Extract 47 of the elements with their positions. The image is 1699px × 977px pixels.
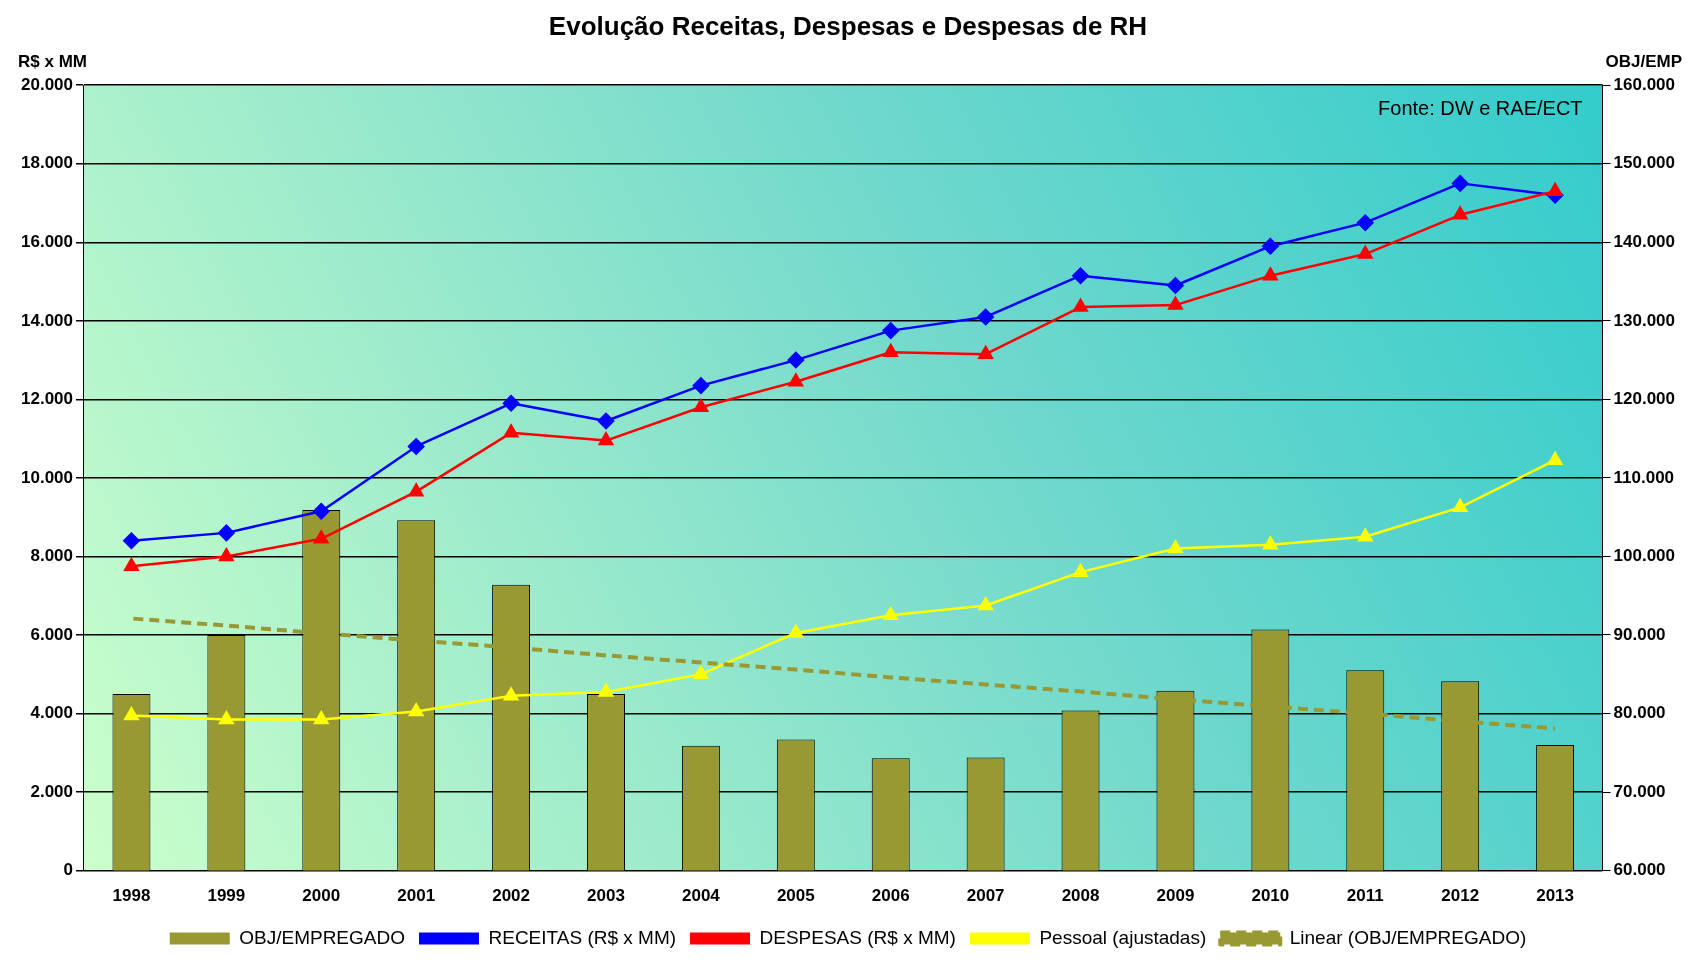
y2-tick-label: 150.000 [1613, 153, 1675, 173]
y-tick-label: 16.000 [21, 231, 73, 251]
y-tick-label: 6.000 [30, 624, 73, 644]
y-tick-label: 14.000 [21, 310, 73, 330]
x-tick-label: 2004 [681, 886, 721, 906]
x-tick-label: 2010 [1251, 886, 1290, 906]
y2-tick-label: 140.000 [1613, 231, 1675, 251]
x-tick-label: 2009 [1156, 886, 1195, 906]
legend-label: Linear (OBJ/EMPREGADO) [1289, 926, 1527, 948]
y2-tick-label: 80.000 [1613, 703, 1666, 723]
legend-label: DESPESAS (R$ x MM) [759, 926, 956, 948]
y2-axis-title: OBJ/EMP [1605, 52, 1682, 72]
y-tick-label: 0 [63, 860, 73, 880]
y2-tick-label: 60.000 [1613, 860, 1666, 880]
x-tick-label: 2012 [1441, 886, 1480, 906]
legend-label: OBJ/EMPREGADO [239, 926, 405, 948]
x-tick-label: 2001 [397, 886, 436, 906]
y-tick-label: 20.000 [21, 74, 73, 94]
y-tick-label: 2.000 [30, 781, 73, 801]
x-tick-label: 2000 [302, 886, 341, 906]
x-tick-label: 2005 [776, 886, 815, 906]
x-tick-label: 2011 [1346, 886, 1384, 906]
y2-tick-label: 100.000 [1613, 546, 1675, 566]
x-tick-label: 2008 [1061, 886, 1100, 906]
y-axis-title: R$ x MM [18, 52, 87, 72]
x-tick-label: 2007 [966, 886, 1005, 906]
legend-label: RECEITAS (R$ x MM) [488, 926, 677, 948]
y-tick-label: 18.000 [21, 153, 73, 173]
chart-title: Evolução Receitas, Despesas e Despesas de RH [548, 10, 1148, 41]
y-tick-label: 4.000 [30, 703, 73, 723]
x-tick-label: 2003 [587, 886, 625, 906]
annotation: Fonte: DW e RAE/ECT [1378, 96, 1583, 119]
y2-tick-label: 120.000 [1613, 389, 1675, 409]
legend-label: Pessoal (ajustadas) [1039, 926, 1207, 948]
x-tick-label: 2006 [871, 886, 910, 906]
y-tick-label: 10.000 [21, 467, 73, 487]
y2-tick-label: 90.000 [1613, 624, 1666, 644]
y-tick-label: 8.000 [30, 546, 73, 566]
x-tick-label: 2002 [492, 886, 530, 906]
x-tick-label: 1999 [207, 886, 246, 906]
y2-tick-label: 160.000 [1613, 74, 1675, 94]
y2-tick-label: 130.000 [1613, 310, 1675, 330]
y2-tick-label: 110.000 [1613, 467, 1675, 487]
y2-tick-label: 70.000 [1613, 781, 1666, 801]
x-tick-label: 2013 [1536, 886, 1575, 906]
x-tick-label: 1998 [112, 886, 151, 906]
y-tick-label: 12.000 [21, 389, 73, 409]
